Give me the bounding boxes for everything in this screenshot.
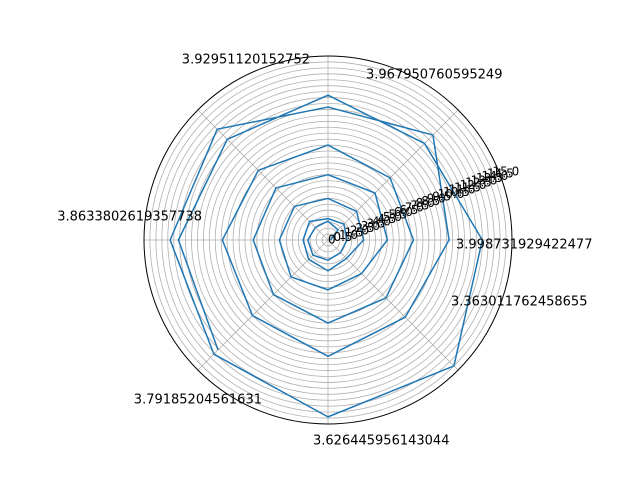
radial-tick-label-11: 5.5	[388, 208, 407, 222]
series-line-0	[169, 94, 484, 418]
angular-gridline-45	[327, 109, 459, 241]
radial-tick-label-29: 14.5	[487, 167, 514, 181]
angular-gridline-315	[327, 239, 459, 371]
radial-tick-label-2: 1.0	[339, 228, 358, 242]
radial-tick-label-7: 3.5	[366, 217, 385, 231]
angle-tick-label-270: 3.626445956143044	[313, 434, 449, 449]
radial-tick-label-23: 11.5	[454, 180, 481, 194]
angle-tick-label-0: 3.998731929422477	[456, 238, 592, 253]
radial-tick-label-18: 9.0	[427, 192, 446, 206]
radial-tick-label-24: 12.0	[460, 178, 487, 192]
radial-tick-label-13: 6.5	[399, 203, 418, 217]
radial-tick-label-5: 2.5	[355, 221, 374, 235]
radial-tick-label-3: 1.5	[344, 226, 363, 240]
radial-tick-label-9: 4.5	[377, 212, 396, 226]
radial-tick-label-6: 3.0	[361, 219, 380, 233]
angle-tick-label-135: 3.92951120152752	[182, 53, 310, 68]
radial-tick-label-8: 4.0	[372, 214, 391, 228]
radial-tick-label-28: 14.0	[482, 169, 509, 183]
radial-tick-label-25: 12.5	[465, 176, 492, 190]
angular-gridline-135	[197, 109, 329, 241]
radial-tick-label-19: 9.5	[432, 189, 451, 203]
radial-tick-label-12: 6.0	[394, 205, 413, 219]
series-layer	[169, 94, 484, 418]
polar-frame	[143, 55, 513, 425]
radial-tick-label-22: 11.0	[449, 183, 476, 197]
radial-tick-label-26: 13.0	[471, 173, 498, 187]
radial-tick-label-30: 15.0	[493, 164, 520, 178]
radial-tick-label-16: 8.0	[416, 196, 435, 210]
angle-tick-label-180: 3.8633802619357738	[57, 210, 202, 225]
angle-tick-label-315: 3.363011762458655	[451, 295, 587, 310]
radial-tick-labels: 00.51.01.52.02.53.03.54.04.55.05.56.06.5…	[328, 164, 519, 246]
angular-gridline-225	[197, 239, 329, 371]
angle-tick-label-225: 3.79185204561631	[134, 393, 262, 408]
radial-tick-label-0: 0	[328, 233, 336, 247]
radial-tick-label-1: 0.5	[333, 230, 352, 244]
radial-tick-label-20: 10.0	[438, 187, 465, 201]
radial-tick-label-10: 5.0	[383, 210, 402, 224]
angular-gridlines	[144, 56, 512, 424]
angle-tick-label-45: 3.967950760595249	[366, 68, 502, 83]
radial-tick-label-17: 8.5	[421, 194, 440, 208]
radial-tick-label-4: 2.0	[350, 223, 369, 237]
radial-tick-label-15: 7.5	[410, 198, 429, 212]
radial-tick-label-21: 10.5	[443, 185, 470, 199]
radial-tick-label-27: 13.5	[476, 171, 503, 185]
angular-tick-labels: 3.998731929422477 3.967950760595249 3.9295…	[57, 53, 592, 449]
radial-tick-label-14: 7.0	[405, 201, 424, 215]
